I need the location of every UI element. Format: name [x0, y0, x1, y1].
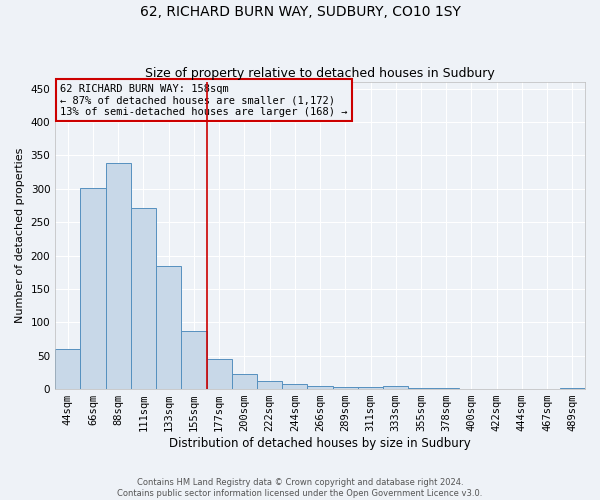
Bar: [358, 387, 383, 389]
Y-axis label: Number of detached properties: Number of detached properties: [15, 148, 25, 324]
Bar: [106, 164, 131, 389]
Bar: [80, 188, 106, 389]
Bar: [206, 359, 232, 389]
Bar: [434, 388, 459, 389]
Bar: [257, 381, 282, 389]
Title: Size of property relative to detached houses in Sudbury: Size of property relative to detached ho…: [145, 66, 495, 80]
Text: 62 RICHARD BURN WAY: 158sqm
← 87% of detached houses are smaller (1,172)
13% of : 62 RICHARD BURN WAY: 158sqm ← 87% of det…: [61, 84, 348, 117]
Bar: [332, 387, 358, 389]
Bar: [560, 388, 585, 389]
Bar: [282, 384, 307, 389]
X-axis label: Distribution of detached houses by size in Sudbury: Distribution of detached houses by size …: [169, 437, 471, 450]
Bar: [55, 349, 80, 389]
Text: 62, RICHARD BURN WAY, SUDBURY, CO10 1SY: 62, RICHARD BURN WAY, SUDBURY, CO10 1SY: [140, 5, 460, 19]
Bar: [181, 331, 206, 389]
Bar: [232, 374, 257, 389]
Bar: [156, 266, 181, 389]
Bar: [307, 386, 332, 389]
Bar: [131, 208, 156, 389]
Text: Contains HM Land Registry data © Crown copyright and database right 2024.
Contai: Contains HM Land Registry data © Crown c…: [118, 478, 482, 498]
Bar: [383, 386, 409, 389]
Bar: [409, 388, 434, 389]
